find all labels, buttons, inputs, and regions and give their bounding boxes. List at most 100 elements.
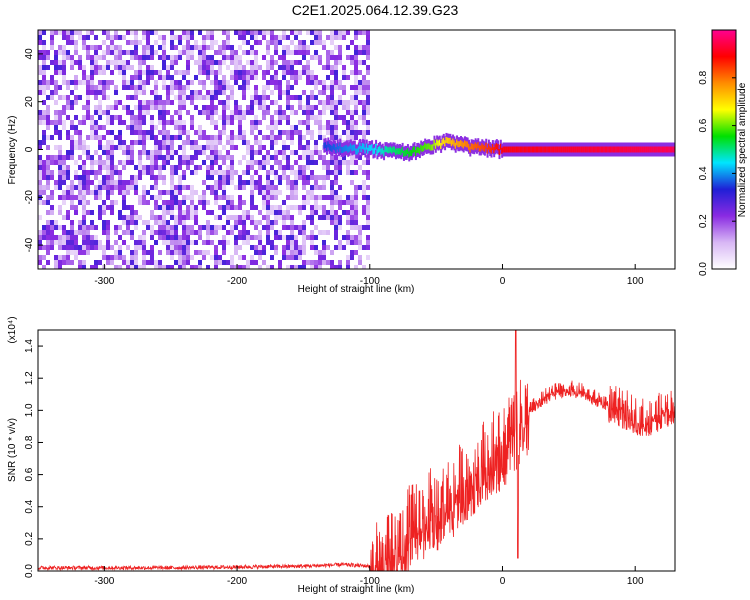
heatmap-cell <box>270 35 274 40</box>
heatmap-cell <box>354 90 358 95</box>
signal-core <box>623 146 626 153</box>
heatmap-cell <box>330 35 334 40</box>
heatmap-cell <box>302 65 306 70</box>
signal-core <box>385 146 388 153</box>
heatmap-cell <box>62 30 66 35</box>
heatmap-cell <box>274 175 278 180</box>
heatmap-cell <box>122 105 126 110</box>
heatmap-cell <box>154 95 158 100</box>
signal-core <box>428 143 431 150</box>
heatmap-cell <box>346 30 350 35</box>
heatmap-cell <box>254 125 258 130</box>
heatmap-cell <box>322 105 326 110</box>
heatmap-cell <box>358 185 362 190</box>
heatmap-cell <box>182 245 186 250</box>
heatmap-cell <box>186 135 190 140</box>
heatmap-cell <box>58 260 62 265</box>
bottom-y-axis: 0.00.20.40.60.81.01.21.4 <box>24 339 43 578</box>
heatmap-cell <box>98 195 102 200</box>
heatmap-cell <box>94 45 98 50</box>
heatmap-cell <box>126 145 130 150</box>
heatmap-cell <box>70 60 74 65</box>
heatmap-cell <box>174 215 178 220</box>
heatmap-cell <box>158 175 162 180</box>
heatmap-cell <box>258 180 262 185</box>
heatmap-cell <box>322 230 326 235</box>
heatmap-cell <box>82 250 86 255</box>
heatmap-cell <box>186 65 190 70</box>
heatmap-cell <box>134 175 138 180</box>
heatmap-cell <box>334 135 338 140</box>
heatmap-cell <box>38 85 42 90</box>
heatmap-cell <box>134 140 138 145</box>
heatmap-cell <box>66 35 70 40</box>
heatmap-cell <box>214 140 218 145</box>
signal-core <box>340 146 343 153</box>
heatmap-cell <box>122 215 126 220</box>
heatmap-cell <box>326 60 330 65</box>
signal-core <box>473 144 476 151</box>
heatmap-cell <box>182 185 186 190</box>
heatmap-cell <box>290 125 294 130</box>
heatmap-cell <box>198 195 202 200</box>
heatmap-cell <box>130 115 134 120</box>
heatmap-cell <box>282 140 286 145</box>
heatmap-cell <box>314 260 318 265</box>
heatmap-cell <box>102 160 106 165</box>
heatmap-cell <box>182 100 186 105</box>
heatmap-cell <box>42 65 46 70</box>
heatmap-cell <box>362 160 366 165</box>
heatmap-cell <box>294 225 298 230</box>
heatmap-cell <box>226 200 230 205</box>
heatmap-cell <box>70 245 74 250</box>
heatmap-cell <box>246 145 250 150</box>
signal-core <box>482 144 485 151</box>
heatmap-cell <box>82 35 86 40</box>
heatmap-cell <box>110 80 114 85</box>
heatmap-cell <box>322 65 326 70</box>
heatmap-cell <box>358 240 362 245</box>
heatmap-cell <box>242 115 246 120</box>
heatmap-cell <box>134 55 138 60</box>
signal-core <box>529 146 532 153</box>
heatmap-cell <box>282 200 286 205</box>
heatmap-cell <box>58 185 62 190</box>
heatmap-cell <box>110 170 114 175</box>
heatmap-cell <box>278 85 282 90</box>
heatmap-cell <box>38 70 42 75</box>
heatmap-cell <box>254 235 258 240</box>
heatmap-cell <box>286 65 290 70</box>
heatmap-cell <box>238 45 242 50</box>
heatmap-cell <box>362 115 366 120</box>
heatmap-cell <box>66 85 70 90</box>
heatmap-cell <box>282 55 286 60</box>
heatmap-cell <box>322 155 326 160</box>
heatmap-cell <box>334 165 338 170</box>
heatmap-cell <box>138 130 142 135</box>
heatmap-cell <box>186 80 190 85</box>
signal-core <box>531 146 534 153</box>
heatmap-cell <box>186 160 190 165</box>
heatmap-cell <box>194 150 198 155</box>
heatmap-cell <box>330 180 334 185</box>
heatmap-cell <box>178 205 182 210</box>
heatmap-cell <box>202 40 206 45</box>
heatmap-cell <box>170 210 174 215</box>
signal-core <box>347 146 350 153</box>
x-tick-label: 0 <box>500 576 506 587</box>
heatmap-cell <box>294 60 298 65</box>
heatmap-cell <box>86 170 90 175</box>
heatmap-cell <box>246 80 250 85</box>
heatmap-cell <box>162 35 166 40</box>
heatmap-cell <box>354 60 358 65</box>
heatmap-cell <box>278 115 282 120</box>
colorbar-tick-label: 0.6 <box>698 118 709 132</box>
heatmap-cell <box>154 90 158 95</box>
heatmap-cell <box>294 150 298 155</box>
heatmap-cell <box>210 210 214 215</box>
heatmap-cell <box>146 150 150 155</box>
heatmap-cell <box>66 250 70 255</box>
heatmap-cell <box>126 150 130 155</box>
y-tick-label: -40 <box>24 237 35 252</box>
heatmap-cell <box>290 170 294 175</box>
